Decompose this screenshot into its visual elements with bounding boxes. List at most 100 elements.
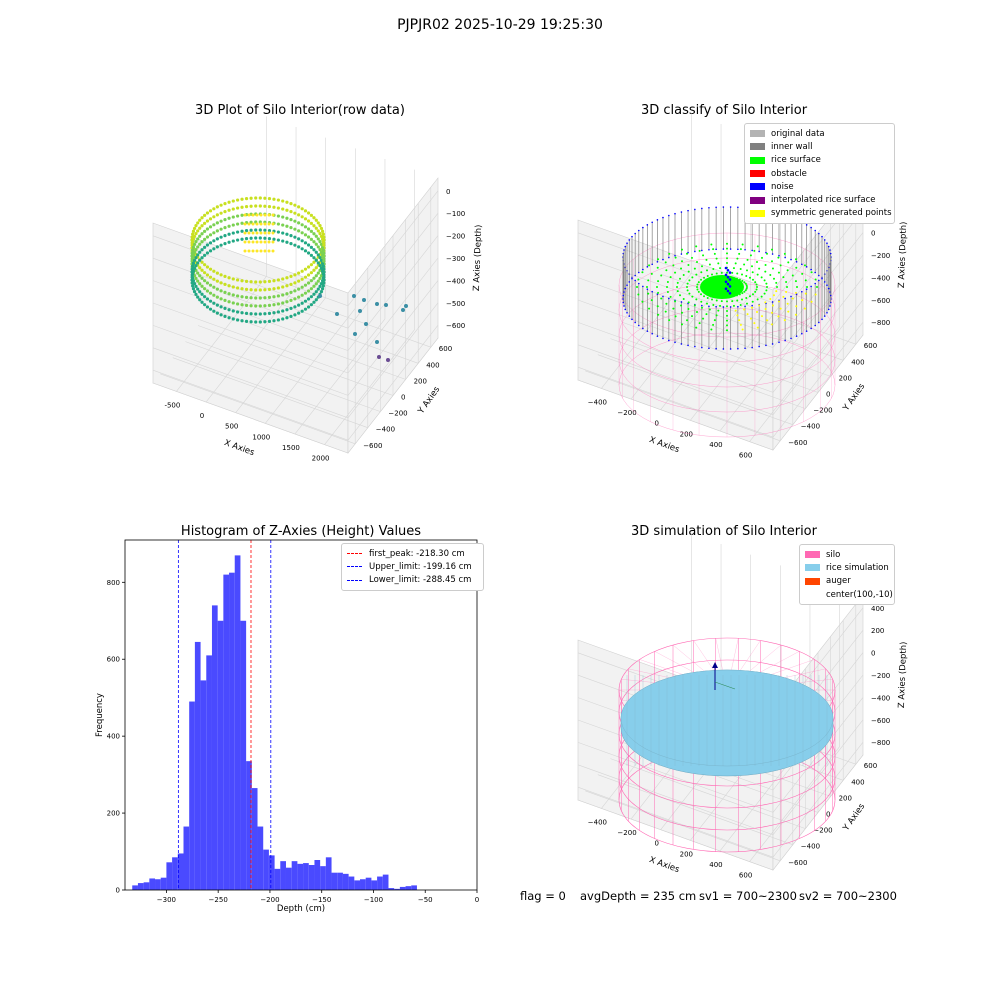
raw-point: [247, 213, 251, 217]
noise-point: [829, 249, 831, 251]
x-tick-label: 600: [739, 452, 752, 460]
raw-point: [240, 279, 244, 283]
legend-rice-surface: rice surface: [750, 154, 889, 167]
noise-point: [751, 304, 753, 307]
rice-surface-core: [700, 275, 744, 299]
raw-point: [289, 274, 293, 278]
noise-point: [722, 348, 725, 350]
legend-upper-limit: Upper_limit: -199.16 cm: [347, 560, 478, 573]
raw-point: [254, 320, 258, 324]
noise-point: [651, 263, 653, 266]
histogram-bar: [331, 872, 338, 890]
noise-point: [826, 284, 828, 287]
raw-point: [309, 287, 313, 291]
raw-point: [300, 309, 304, 313]
surface-point: [758, 267, 761, 270]
histogram-bar: [166, 862, 173, 890]
raw-point: [196, 237, 200, 241]
raw-point: [254, 204, 258, 208]
raw-point: [306, 297, 311, 301]
noise-point: [821, 318, 823, 321]
raw-point: [236, 286, 240, 290]
surface-point: [791, 297, 794, 300]
surface-point: [679, 294, 682, 297]
raw-point: [300, 247, 304, 251]
noise-point: [651, 290, 653, 293]
legend-swatch: [750, 143, 765, 151]
raw-point: [306, 251, 311, 255]
raw-point: [312, 216, 316, 220]
surface-point: [775, 281, 778, 284]
surface-point: [647, 292, 650, 295]
raw-point: [215, 287, 219, 291]
raw-point: [219, 289, 223, 293]
noise-point: [790, 258, 792, 261]
raw-point: [205, 211, 210, 215]
raw-point: [192, 242, 197, 247]
raw-point: [258, 320, 262, 324]
raw-point: [271, 213, 275, 217]
histogram-bar: [246, 761, 252, 890]
raw-point: [320, 279, 325, 283]
raw-point: [231, 207, 235, 211]
x-tick-label: 400: [709, 441, 722, 449]
histogram-bar: [160, 877, 167, 890]
surface-point: [739, 267, 742, 270]
raw-outlier-point: [352, 294, 356, 298]
noise-point: [737, 347, 739, 350]
noise-point: [829, 301, 832, 304]
surface-point: [734, 262, 737, 265]
surface-point: [739, 323, 742, 326]
histogram-bar: [308, 865, 315, 890]
noise-point: [674, 254, 676, 257]
surface-point: [779, 264, 782, 267]
noise-point: [826, 242, 828, 245]
legend-label: symmetric generated points: [771, 208, 892, 219]
raw-point: [251, 222, 255, 226]
noise-point: [694, 208, 696, 211]
raw-point: [215, 237, 219, 241]
surface-point: [719, 267, 722, 270]
legend-label: noise: [771, 181, 794, 192]
noise-point: [827, 287, 830, 290]
noise-point: [784, 256, 786, 259]
raw-point: [205, 289, 210, 293]
raw-point: [314, 226, 318, 230]
legend-swatch: [750, 130, 765, 138]
raw-point: [319, 234, 324, 239]
raw-point: [259, 240, 263, 244]
noise-point: [626, 311, 628, 314]
surface-point: [766, 286, 768, 288]
noise-point: [680, 211, 683, 213]
surface-point: [679, 277, 682, 280]
y-tick-label: 200: [839, 374, 852, 382]
histogram-y-label: Frequency: [95, 693, 105, 737]
raw-point: [289, 306, 293, 310]
raw-point: [203, 287, 207, 291]
raw-point: [309, 245, 313, 249]
raw-point: [319, 258, 324, 263]
raw-point: [249, 236, 253, 240]
raw-point: [263, 288, 267, 292]
noise-point: [656, 219, 659, 221]
raw-point: [306, 281, 311, 285]
grid-line: [347, 280, 439, 396]
x-tick-label: 1000: [252, 433, 270, 441]
surface-point: [696, 310, 698, 313]
raw-point: [272, 303, 276, 307]
z-tick-label: −100: [446, 210, 465, 218]
raw-point: [215, 213, 219, 217]
raw-point: [219, 273, 223, 277]
raw-point: [200, 216, 204, 220]
raw-point: [263, 312, 267, 316]
raw-point: [289, 202, 293, 206]
raw-point: [316, 287, 320, 291]
z-axis-label: Z Axies (Depth): [472, 224, 484, 291]
surface-point: [732, 304, 735, 307]
noise-point: [729, 306, 732, 308]
raw-point: [191, 240, 195, 244]
noise-point: [694, 345, 696, 348]
raw-outlier-point: [353, 332, 357, 336]
raw-point: [267, 231, 271, 235]
raw-point: [297, 279, 301, 283]
